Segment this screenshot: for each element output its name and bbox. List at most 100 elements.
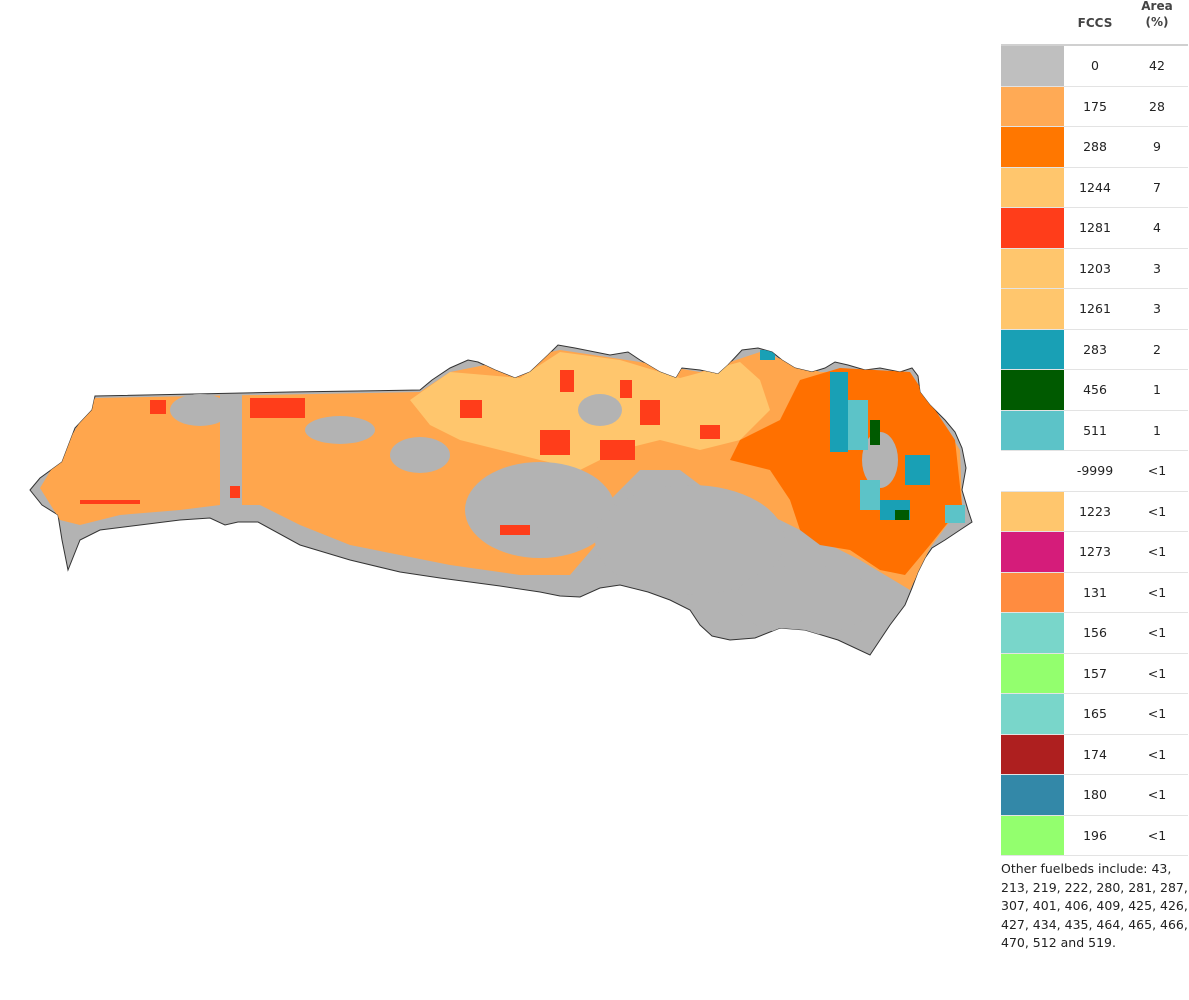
map-svg	[29, 344, 973, 656]
legend-header-code: FCCS	[1077, 16, 1113, 30]
legend-code: 1244	[1079, 179, 1111, 195]
fuel-zone-456	[870, 420, 909, 520]
legend-area: 9	[1153, 139, 1161, 155]
legend-row: 283 2	[1001, 329, 1188, 370]
legend-code: 131	[1083, 584, 1107, 600]
legend-code: 180	[1083, 787, 1107, 803]
legend-row: 180 <1	[1001, 775, 1188, 816]
legend-code: 157	[1083, 665, 1107, 681]
legend-code: 156	[1083, 625, 1107, 641]
legend-code: 1273	[1079, 544, 1111, 560]
legend-swatch	[1001, 694, 1064, 734]
legend-code: 175	[1083, 98, 1107, 114]
lake-7	[735, 565, 875, 635]
legend-area: <1	[1147, 544, 1167, 560]
legend-code: 288	[1083, 139, 1107, 155]
legend-area: <1	[1147, 827, 1167, 843]
legend-code: 1261	[1079, 301, 1111, 317]
legend-row: 511 1	[1001, 410, 1188, 451]
legend-row: 1281 4	[1001, 208, 1188, 249]
lake-8	[862, 432, 898, 488]
fuel-zone-511	[848, 400, 965, 523]
legend-header-area: Area (%)	[1126, 0, 1188, 30]
legend-area: 1	[1153, 382, 1161, 398]
legend-area: 3	[1153, 301, 1161, 317]
fuelbed-map	[29, 344, 973, 656]
legend-swatch	[1001, 370, 1064, 410]
legend-swatch	[1001, 329, 1064, 369]
legend-code: 0	[1091, 58, 1099, 74]
legend-swatch	[1001, 86, 1064, 126]
lake-4	[170, 394, 230, 426]
legend-row: 196 <1	[1001, 815, 1188, 856]
legend-row: 1203 3	[1001, 248, 1188, 289]
legend-swatch	[1001, 532, 1064, 572]
legend-area: 28	[1149, 98, 1165, 114]
legend-area: <1	[1147, 584, 1167, 600]
legend-swatch	[1001, 289, 1064, 329]
legend-code: 456	[1083, 382, 1107, 398]
legend-row: 456 1	[1001, 370, 1188, 411]
lake-3	[390, 437, 450, 473]
legend-swatch	[1001, 572, 1064, 612]
legend-code: 165	[1083, 706, 1107, 722]
legend-row: 1223 <1	[1001, 491, 1188, 532]
legend-swatch	[1001, 775, 1064, 815]
legend-row: 174 <1	[1001, 734, 1188, 775]
legend-header-area-line2: (%)	[1145, 15, 1169, 29]
legend-area: 42	[1149, 58, 1165, 74]
legend-area: <1	[1147, 463, 1167, 479]
legend-area: <1	[1147, 706, 1167, 722]
legend-header: FCCS Area (%)	[1001, 0, 1188, 46]
legend-area: <1	[1147, 665, 1167, 681]
legend-code: 1203	[1079, 260, 1111, 276]
legend: FCCS Area (%) 0 42 175 28 288 9 1244 7 1281 4 1203…	[1001, 0, 1188, 953]
legend-swatch	[1001, 248, 1064, 288]
legend-area: 2	[1153, 341, 1161, 357]
legend-swatch	[1001, 167, 1064, 207]
legend-row: 1273 <1	[1001, 532, 1188, 573]
legend-area: 3	[1153, 260, 1161, 276]
legend-swatch	[1001, 451, 1064, 491]
legend-area: <1	[1147, 787, 1167, 803]
legend-swatch	[1001, 127, 1064, 167]
legend-code: 174	[1083, 746, 1107, 762]
legend-row: -9999 <1	[1001, 451, 1188, 492]
legend-code: 196	[1083, 827, 1107, 843]
legend-area: 4	[1153, 220, 1161, 236]
legend-swatch	[1001, 815, 1064, 855]
legend-code: -9999	[1076, 463, 1114, 479]
strip-1	[220, 395, 242, 505]
legend-swatch	[1001, 46, 1064, 86]
legend-code: 1223	[1079, 503, 1111, 519]
legend-area: 1	[1153, 422, 1161, 438]
legend-rows: 0 42 175 28 288 9 1244 7 1281 4 1203 3 1261 3 283 2 456 1…	[1001, 46, 1188, 856]
lake-5	[305, 416, 375, 444]
legend-row: 157 <1	[1001, 653, 1188, 694]
legend-note: Other fuelbeds include: 43, 213, 219, 22…	[1001, 861, 1188, 950]
legend-row: 1244 7	[1001, 167, 1188, 208]
fuel-zone-288	[730, 368, 962, 575]
legend-row: 288 9	[1001, 127, 1188, 168]
legend-code: 283	[1083, 341, 1107, 357]
lake-2	[595, 485, 785, 595]
legend-swatch	[1001, 734, 1064, 774]
legend-row: 165 <1	[1001, 694, 1188, 735]
legend-row: 0 42	[1001, 46, 1188, 87]
legend-area: <1	[1147, 503, 1167, 519]
legend-code: 511	[1083, 422, 1107, 438]
legend-swatch	[1001, 491, 1064, 531]
lake-6	[578, 394, 622, 426]
legend-row: 156 <1	[1001, 613, 1188, 654]
legend-area: 7	[1153, 179, 1161, 195]
legend-swatch	[1001, 208, 1064, 248]
legend-code: 1281	[1079, 220, 1111, 236]
legend-header-area-line1: Area	[1141, 0, 1173, 13]
legend-swatch	[1001, 613, 1064, 653]
legend-row: 175 28	[1001, 86, 1188, 127]
legend-area: <1	[1147, 625, 1167, 641]
legend-row: 1261 3	[1001, 289, 1188, 330]
legend-row: 131 <1	[1001, 572, 1188, 613]
fuel-zone-1281	[80, 370, 720, 535]
legend-area: <1	[1147, 746, 1167, 762]
